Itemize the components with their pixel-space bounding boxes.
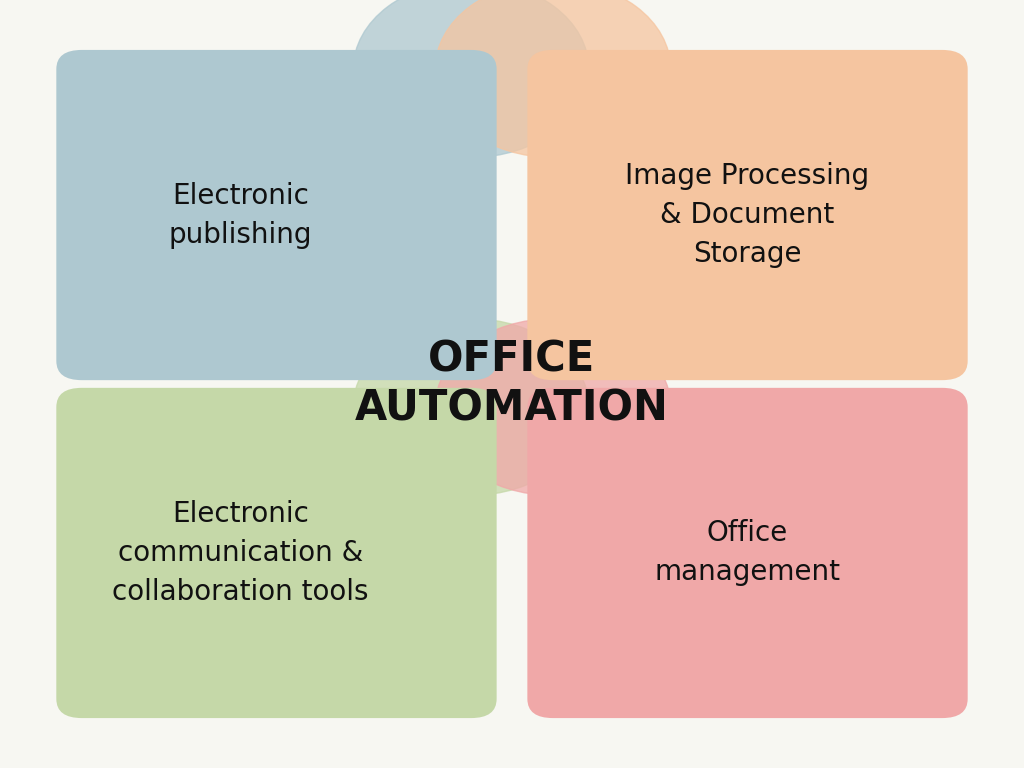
Circle shape: [353, 319, 589, 495]
FancyBboxPatch shape: [56, 50, 497, 380]
Circle shape: [353, 0, 589, 157]
FancyBboxPatch shape: [527, 388, 968, 718]
Text: OFFICE
AUTOMATION: OFFICE AUTOMATION: [355, 339, 669, 429]
FancyBboxPatch shape: [56, 388, 497, 718]
Text: Electronic
communication &
collaboration tools: Electronic communication & collaboration…: [113, 500, 369, 606]
Text: Office
management: Office management: [654, 519, 841, 587]
Text: Electronic
publishing: Electronic publishing: [169, 181, 312, 249]
FancyBboxPatch shape: [527, 50, 968, 380]
Text: Image Processing
& Document
Storage: Image Processing & Document Storage: [626, 162, 869, 268]
Circle shape: [435, 319, 671, 495]
Circle shape: [435, 0, 671, 157]
